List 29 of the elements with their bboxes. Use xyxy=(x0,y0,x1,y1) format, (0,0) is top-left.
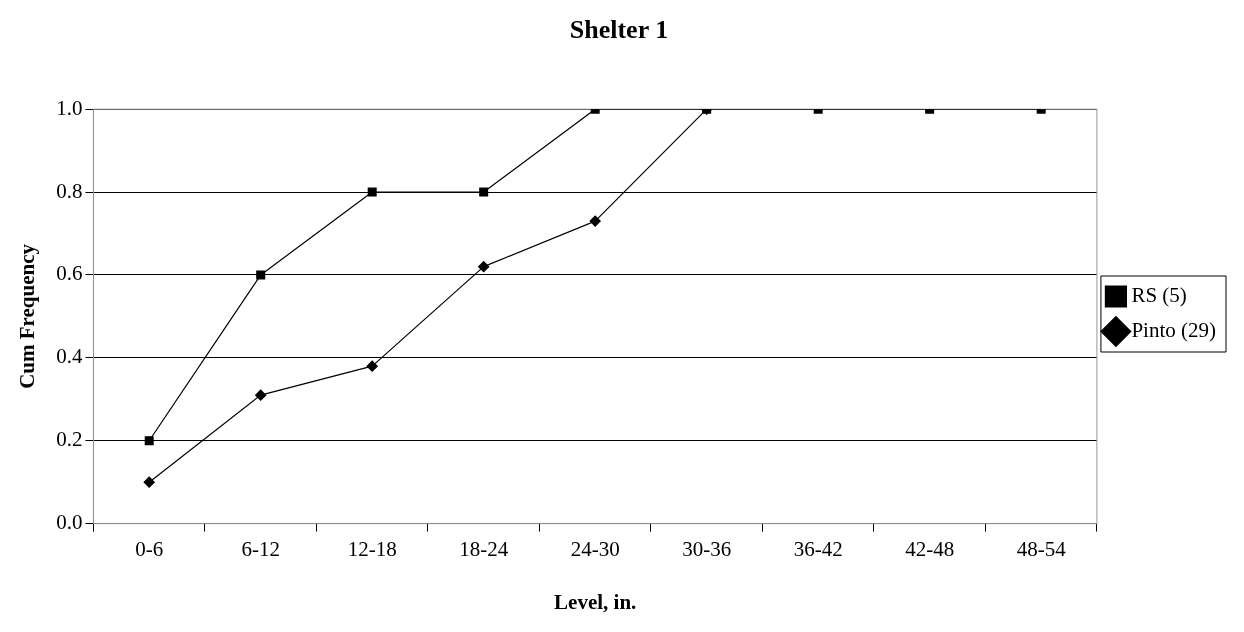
x-tick-label: 42-48 xyxy=(905,536,955,561)
y-tick-label: 0.8 xyxy=(56,178,83,203)
point xyxy=(143,476,155,488)
x-axis-title: Level, in. xyxy=(554,589,637,614)
x-tick-label: 18-24 xyxy=(459,536,509,561)
point xyxy=(256,270,266,280)
y-tick-label: 0.0 xyxy=(56,510,83,535)
y-tick-label: 0.2 xyxy=(56,427,83,452)
legend-label: Pinto (29) xyxy=(1131,318,1217,343)
point xyxy=(366,360,378,372)
x-tick-label: 12-18 xyxy=(347,536,397,561)
y-tick-label: 0.6 xyxy=(56,261,83,286)
point xyxy=(589,215,601,227)
point xyxy=(367,187,377,197)
legend-label: RS (5) xyxy=(1131,283,1187,308)
point xyxy=(255,389,267,401)
x-tick-label: 30-36 xyxy=(682,536,732,561)
chart-title: Shelter 1 xyxy=(569,15,669,45)
x-tick-label: 48-54 xyxy=(1016,536,1067,561)
y-axis-title: Cum Frequency xyxy=(15,243,40,389)
x-tick-label: 24-30 xyxy=(570,536,620,561)
y-tick-label: 0.4 xyxy=(56,344,83,369)
x-tick-label: 0-6 xyxy=(135,536,164,561)
x-tick-label: 36-42 xyxy=(793,536,843,561)
y-tick-label: 1.0 xyxy=(56,95,83,120)
point xyxy=(479,187,489,197)
point xyxy=(478,261,490,273)
x-tick-label: 6-12 xyxy=(241,536,280,561)
point xyxy=(144,436,154,446)
